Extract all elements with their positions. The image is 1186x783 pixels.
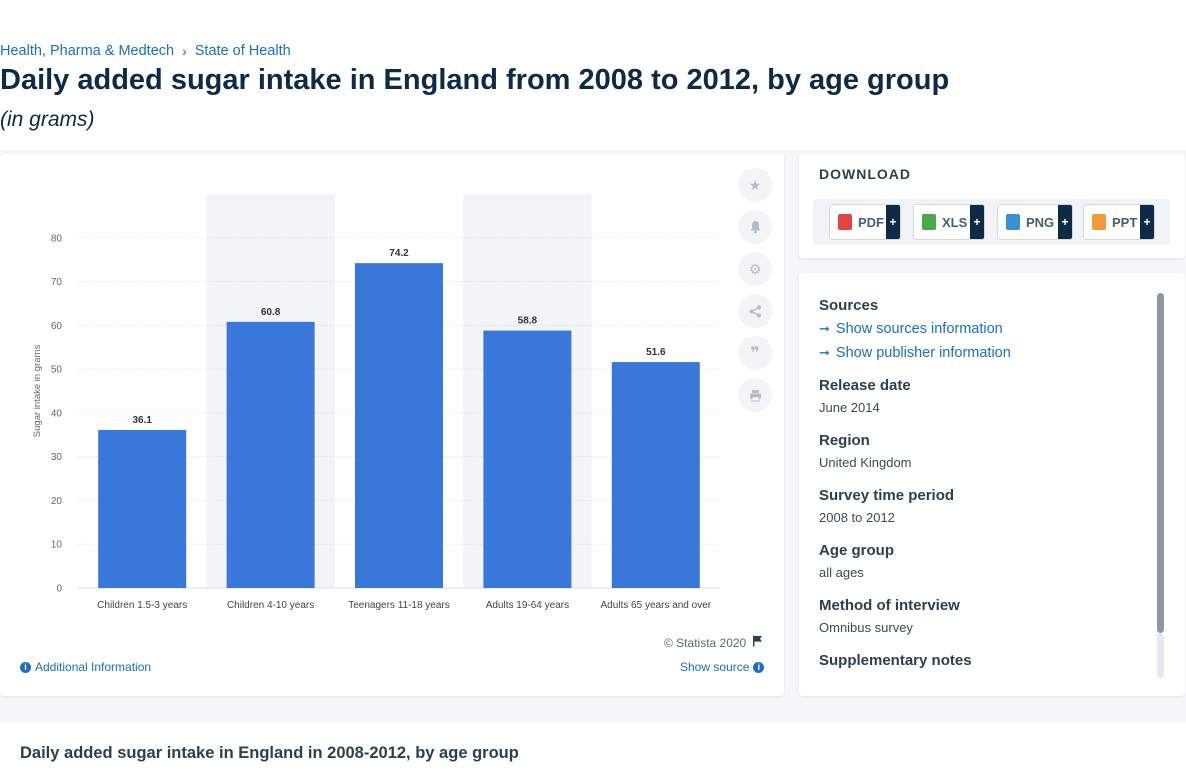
release-date-value: June 2014 [819, 400, 880, 415]
bar[interactable] [611, 362, 700, 588]
bell-icon[interactable] [738, 210, 772, 244]
download-xls-button[interactable]: XLS + [913, 204, 985, 240]
y-tick-label: 70 [51, 277, 63, 288]
ppt-file-icon [1092, 214, 1106, 230]
bar[interactable] [483, 330, 572, 588]
quote-icon[interactable]: ❞ [738, 336, 772, 370]
breadcrumb-separator: › [182, 43, 187, 59]
plus-icon[interactable]: + [886, 205, 900, 239]
download-buttons: PDF + XLS + PNG + PPT + [813, 199, 1170, 245]
plus-icon[interactable]: + [1058, 205, 1072, 239]
data-label: 60.8 [261, 307, 281, 318]
flag-icon[interactable] [752, 635, 763, 650]
bar[interactable] [98, 429, 187, 588]
age-group-value: all ages [819, 565, 864, 580]
chart-credit: © Statista 2020 [664, 635, 763, 650]
show-source-link[interactable]: Show source i [680, 660, 765, 674]
plus-icon[interactable]: + [1140, 205, 1154, 239]
bar-chart: 0 10 20 30 40 50 60 70 80 Sugar intake in grams 36… [32, 194, 720, 611]
share-icon[interactable] [738, 294, 772, 328]
page-subtitle: (in grams) [0, 108, 95, 131]
download-title: DOWNLOAD [819, 166, 911, 182]
method-value: Omnibus survey [819, 620, 913, 635]
breadcrumb-item-state-of-health[interactable]: State of Health [194, 43, 291, 59]
statistic-details-panel: Sources ➞ Show sources information ➞ Sho… [799, 273, 1185, 696]
download-panel: DOWNLOAD PDF + XLS + PNG + PPT + [799, 154, 1185, 258]
statistic-details: Sources ➞ Show sources information ➞ Sho… [819, 295, 1149, 672]
info-icon: i [20, 661, 31, 673]
arrow-right-icon: ➞ [819, 345, 830, 360]
y-tick-label: 50 [51, 365, 63, 376]
show-sources-label: Show sources information [835, 321, 1003, 337]
bar[interactable] [355, 263, 443, 588]
download-ppt-button[interactable]: PPT + [1083, 204, 1155, 240]
chart-toolbar: ★ ⚙ ❞ [738, 168, 772, 420]
show-publisher-link[interactable]: ➞ Show publisher information [819, 341, 1149, 365]
release-date-heading: Release date [819, 377, 911, 394]
scrollbar-thumb[interactable] [1157, 293, 1164, 633]
gear-icon[interactable]: ⚙ [738, 252, 772, 286]
additional-information-link[interactable]: i Additional Information [20, 660, 151, 674]
data-label: 36.1 [132, 415, 152, 426]
description-card: Daily added sugar intake in England in 2… [0, 723, 1186, 783]
png-file-icon [1006, 214, 1020, 230]
y-tick-label: 20 [51, 496, 63, 507]
print-icon[interactable] [738, 378, 772, 412]
description-title: Daily added sugar intake in England in 2… [20, 744, 519, 762]
age-group-heading: Age group [819, 542, 894, 559]
survey-period-heading: Survey time period [819, 487, 955, 504]
credit-text: © Statista 2020 [664, 635, 747, 650]
download-xls-label: XLS [942, 214, 968, 230]
data-label: 58.8 [518, 316, 538, 327]
download-pdf-label: PDF [858, 214, 884, 230]
y-axis-label: Sugar intake in grams [32, 345, 43, 438]
star-icon[interactable]: ★ [738, 168, 772, 202]
y-tick-label: 0 [56, 584, 62, 595]
y-tick-label: 40 [51, 408, 63, 419]
header-band [0, 0, 1186, 150]
plus-icon[interactable]: + [970, 205, 984, 239]
method-heading: Method of interview [819, 597, 960, 614]
show-source-label: Show source [680, 660, 750, 674]
breadcrumb-item-health[interactable]: Health, Pharma & Medtech [0, 43, 175, 59]
x-tick-label: Adults 19-64 years [486, 600, 569, 611]
x-tick-label: Children 4-10 years [227, 600, 314, 611]
download-pdf-button[interactable]: PDF + [829, 204, 901, 240]
page-title: Daily added sugar intake in England from… [0, 64, 950, 96]
download-png-label: PNG [1026, 214, 1055, 230]
pdf-file-icon [838, 214, 852, 230]
y-tick-label: 80 [51, 233, 63, 244]
region-heading: Region [819, 432, 870, 449]
x-tick-label: Adults 65 years and over [600, 600, 711, 611]
show-sources-link[interactable]: ➞ Show sources information [819, 317, 1149, 341]
x-tick-label: Teenagers 11-18 years [348, 600, 450, 611]
x-tick-label: Children 1.5-3 years [97, 600, 187, 611]
download-ppt-label: PPT [1112, 214, 1138, 230]
breadcrumb: Health, Pharma & Medtech › State of Heal… [0, 43, 291, 59]
y-tick-label: 10 [51, 540, 63, 551]
xls-file-icon [922, 214, 936, 230]
scrollbar-track[interactable] [1157, 633, 1164, 678]
info-icon: i [753, 661, 765, 673]
bar[interactable] [226, 321, 315, 588]
additional-information-label: Additional Information [35, 660, 152, 674]
data-label: 74.2 [389, 248, 409, 259]
y-tick-label: 30 [51, 452, 63, 463]
download-png-button[interactable]: PNG + [997, 204, 1073, 240]
show-publisher-label: Show publisher information [835, 345, 1011, 361]
arrow-right-icon: ➞ [819, 321, 830, 336]
survey-period-value: 2008 to 2012 [819, 510, 895, 525]
supplementary-notes-heading: Supplementary notes [819, 652, 972, 669]
data-label: 51.6 [646, 347, 666, 358]
region-value: United Kingdom [819, 455, 912, 470]
chart-card: 0 10 20 30 40 50 60 70 80 Sugar intake in grams 36… [0, 154, 784, 696]
y-tick-label: 60 [51, 321, 63, 332]
sources-heading: Sources [819, 297, 879, 314]
